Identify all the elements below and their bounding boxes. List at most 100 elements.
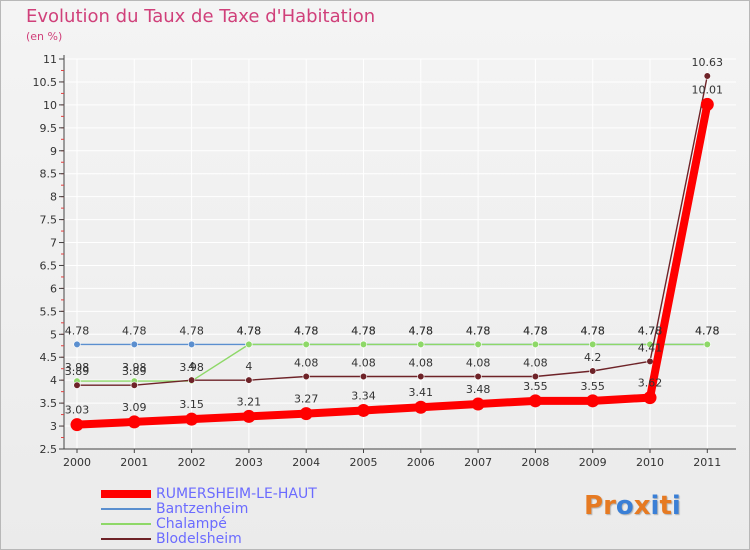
y-tick-label: 10 <box>43 99 57 112</box>
data-label-blodelsheim: 4.08 <box>351 357 376 370</box>
data-point-rumersheim <box>70 418 84 432</box>
data-label-blodelsheim: 4 <box>188 360 195 373</box>
data-label-bantzenheim: 4.78 <box>65 324 90 337</box>
x-tick-label: 2001 <box>120 456 148 469</box>
legend-label: Chalampé <box>156 516 227 532</box>
data-label-chalampe: 4.78 <box>580 324 605 337</box>
data-point-chalampe <box>589 340 597 348</box>
legend-swatch <box>101 538 151 540</box>
data-point-rumersheim <box>127 415 141 429</box>
data-label-chalampe: 3.98 <box>122 361 147 374</box>
data-label-chalampe: 4.78 <box>409 324 434 337</box>
logo-letter: i <box>650 491 660 521</box>
data-label-bantzenheim: 4.78 <box>466 324 491 337</box>
y-tick-label: 5.5 <box>40 305 58 318</box>
logo-letter: i <box>671 491 681 521</box>
series-line-chalampe <box>76 343 708 382</box>
x-tick-label: 2004 <box>292 456 320 469</box>
data-label-chalampe: 4.78 <box>294 324 319 337</box>
data-point-chalampe <box>417 340 425 348</box>
data-point-rumersheim <box>586 394 600 408</box>
y-tick-label: 6.5 <box>40 259 58 272</box>
data-label-bantzenheim: 4.78 <box>351 324 376 337</box>
data-point-blodelsheim <box>245 376 253 384</box>
data-point-blodelsheim <box>589 367 597 375</box>
data-label-bantzenheim: 4.78 <box>237 324 262 337</box>
y-tick-label: 11 <box>43 53 57 66</box>
data-label-blodelsheim: 3.89 <box>122 365 147 378</box>
y-tick-label: 7.5 <box>40 214 58 227</box>
data-point-rumersheim <box>528 394 542 408</box>
chart-subtitle: (en %) <box>26 30 63 43</box>
data-label-rumersheim: 3.55 <box>580 380 605 393</box>
data-point-blodelsheim <box>646 357 654 365</box>
x-tick-label: 2010 <box>636 456 664 469</box>
x-tick-label: 2007 <box>464 456 492 469</box>
data-label-chalampe: 4.78 <box>466 324 491 337</box>
legend-swatch <box>101 508 151 510</box>
chart-title: Evolution du Taux de Taxe d'Habitation <box>26 6 376 27</box>
y-tick-label: 2.5 <box>40 443 58 456</box>
y-tick-label: 5 <box>50 328 57 341</box>
data-label-rumersheim: 3.03 <box>65 404 90 417</box>
data-point-rumersheim <box>643 391 657 405</box>
data-label-rumersheim: 3.09 <box>122 401 147 414</box>
data-point-chalampe <box>474 340 482 348</box>
y-tick-label: 9 <box>50 145 57 158</box>
data-label-rumersheim: 3.48 <box>466 383 491 396</box>
logo-letter: x <box>633 491 651 521</box>
data-label-chalampe: 4.78 <box>523 324 548 337</box>
y-tick-label: 3.5 <box>40 397 58 410</box>
x-tick-label: 2003 <box>235 456 263 469</box>
data-point-chalampe <box>531 340 540 348</box>
data-point-chalampe <box>245 340 253 348</box>
y-tick-label: 9.5 <box>40 122 58 135</box>
data-point-bantzenheim <box>188 340 196 348</box>
data-point-blodelsheim <box>474 372 482 381</box>
data-point-rumersheim <box>471 397 485 411</box>
x-tick-label: 2011 <box>693 456 721 469</box>
data-label-bantzenheim: 4.78 <box>638 324 663 337</box>
legend-label: Bantzenheim <box>156 501 249 517</box>
data-point-blodelsheim <box>531 372 540 381</box>
proxiti-logo: Proxiti <box>584 491 681 521</box>
data-point-rumersheim <box>299 407 313 421</box>
x-tick-label: 2009 <box>579 456 607 469</box>
data-point-blodelsheim <box>188 376 196 384</box>
y-tick-label: 8 <box>50 191 57 204</box>
data-point-blodelsheim <box>73 381 81 389</box>
data-point-bantzenheim <box>73 340 81 348</box>
legend-swatch <box>101 523 151 525</box>
y-tick-label: 4 <box>50 374 57 387</box>
data-label-blodelsheim: 10.63 <box>692 56 724 69</box>
y-tick-label: 10.5 <box>33 76 58 89</box>
x-tick-label: 2002 <box>178 456 206 469</box>
data-label-bantzenheim: 4.78 <box>122 324 147 337</box>
y-tick-label: 6 <box>50 282 57 295</box>
legend-label: Blodelsheim <box>156 531 242 547</box>
data-label-rumersheim: 3.41 <box>409 386 434 399</box>
x-tick-label: 2005 <box>350 456 378 469</box>
data-label-bantzenheim: 4.78 <box>179 324 204 337</box>
logo-letter: o <box>615 491 634 521</box>
y-tick-label: 8.5 <box>40 168 58 181</box>
data-point-rumersheim <box>414 400 428 414</box>
data-label-blodelsheim: 4.08 <box>466 357 491 370</box>
data-label-blodelsheim: 4.08 <box>409 357 434 370</box>
logo-letter: r <box>603 491 616 521</box>
data-point-bantzenheim <box>130 340 138 348</box>
data-point-rumersheim <box>185 412 199 426</box>
data-point-blodelsheim <box>359 372 368 381</box>
logo-letter: t <box>659 491 672 521</box>
data-label-blodelsheim: 3.89 <box>65 365 90 378</box>
data-label-bantzenheim: 4.78 <box>695 324 720 337</box>
data-label-rumersheim: 3.55 <box>523 380 548 393</box>
data-label-chalampe: 4.78 <box>638 324 663 337</box>
data-point-chalampe <box>302 340 310 348</box>
data-label-bantzenheim: 4.78 <box>294 324 319 337</box>
legend-label: RUMERSHEIM-LE-HAUT <box>156 486 317 502</box>
data-point-rumersheim <box>700 97 714 111</box>
data-label-bantzenheim: 4.78 <box>580 324 605 337</box>
